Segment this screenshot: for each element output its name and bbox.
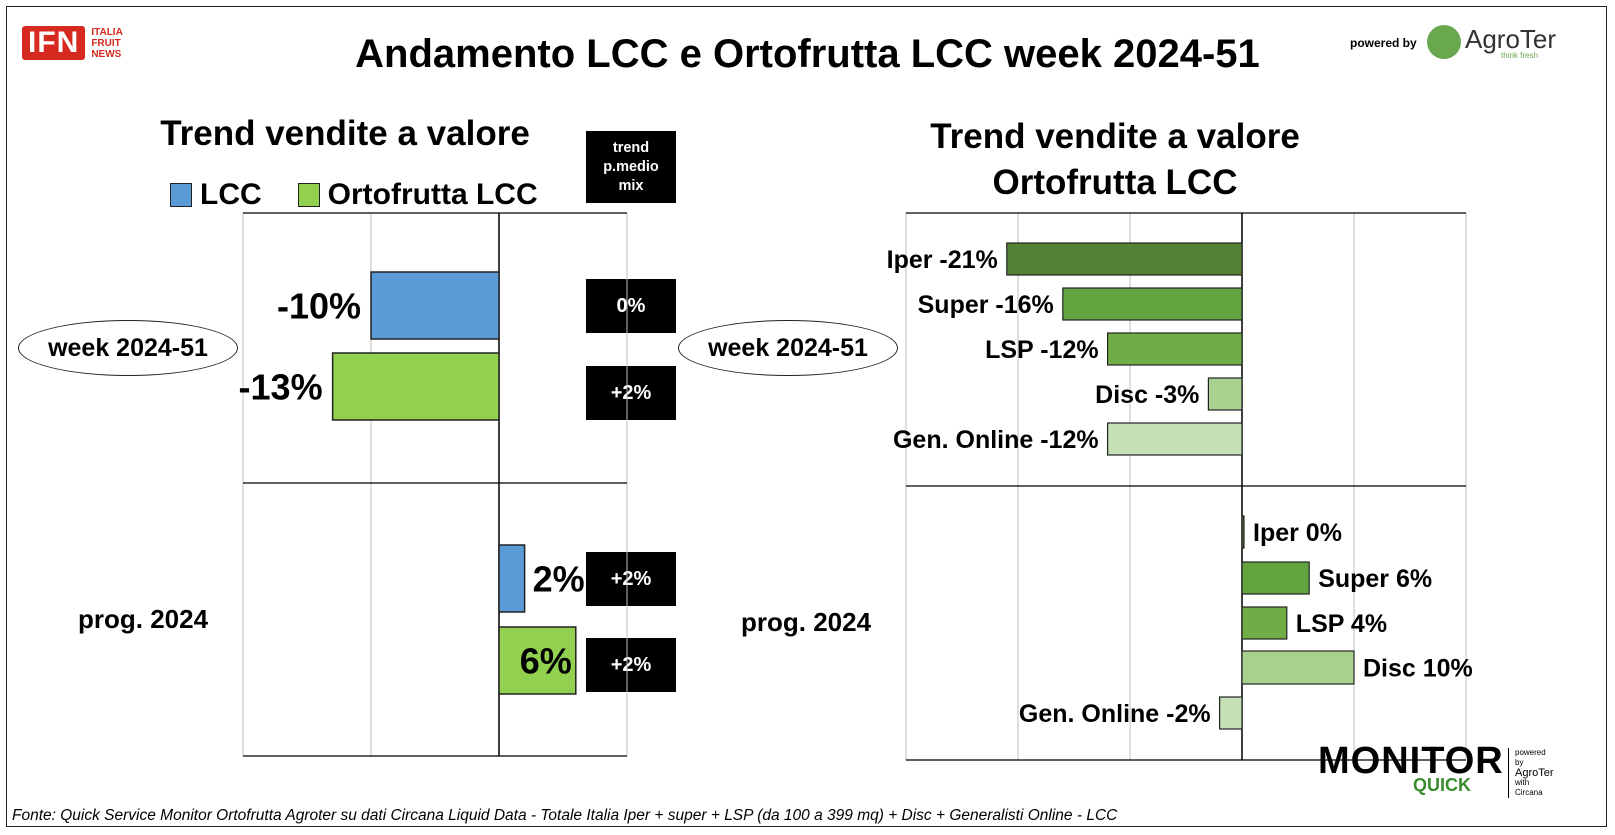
trend-box-week-ortofrutta: +2% [586,366,676,420]
trend-box-prog-lcc: +2% [586,552,676,606]
right-bar-1-4 [1218,696,1243,730]
ifn-logo-text: ITALIA FRUIT NEWS [91,26,123,60]
page-title: Andamento LCC e Ortofrutta LCC week 2024… [355,32,1260,76]
left-bar-label-ortofrutta-0: -13% [239,367,323,408]
left-bar-label-ortofrutta-1: 6% [520,641,572,682]
right-bar-label-1-4: Gen. Online -2% [1019,700,1211,728]
right-bar-label-1-0: Iper 0% [1253,519,1342,547]
tree-icon [1427,25,1461,59]
legend-swatch-ortofrutta [297,183,320,207]
right-bar-label-0-4: Gen. Online -12% [893,426,1099,454]
right-bar-1-1 [1241,561,1310,595]
right-bar-label-1-3: Disc 10% [1363,655,1473,683]
right-bar-label-0-1: Super -16% [918,291,1054,319]
left-bar-label-lcc-1: 2% [533,559,585,600]
left-bar-label-lcc-0: -10% [277,286,361,327]
left-bar-lcc-0 [370,271,500,340]
quick-brand: QUICK [1413,775,1471,795]
left-chart-title: Trend vendite a valore [160,114,530,153]
left-chart-legend: LCC Ortofrutta LCC [170,178,574,212]
left-bar-ortofrutta-0 [331,352,500,421]
agroter-name: AgroTer [1465,24,1557,54]
right-bar-label-0-0: Iper -21% [887,246,998,274]
right-bar-0-4 [1106,422,1243,456]
trend-box-prog-ortofrutta: +2% [586,638,676,692]
source-note: Fonte: Quick Service Monitor Ortofrutta … [12,807,1118,824]
monitor-side-credits: powered by AgroTer with Circana [1508,748,1554,798]
trend-box-week-lcc: 0% [586,279,676,333]
left-category-prog: prog. 2024 [78,604,209,634]
ifn-logo: IFN ITALIA FRUIT NEWS [22,26,123,60]
right-bar-label-0-2: LSP -12% [985,336,1098,364]
right-bar-label-0-3: Disc -3% [1095,381,1199,409]
right-bar-label-1-2: LSP 4% [1296,610,1387,638]
right-bar-1-0 [1241,515,1245,549]
agroter-tagline: think fresh [1501,51,1538,60]
right-bar-0-0 [1006,242,1243,276]
right-bar-label-1-1: Super 6% [1318,565,1432,593]
trend-header-box: trend p.medio mix [586,131,676,203]
legend-swatch-lcc [170,183,192,207]
left-bar-ortofrutta-1 [498,626,577,695]
monitor-quick-logo: MONITOR QUICK powered by AgroTer with Ci… [1318,740,1554,798]
right-bar-0-3 [1207,377,1243,411]
image-frame [6,6,1607,827]
agroter-logo: AgroTer think fresh [1427,24,1556,60]
monitor-brand: MONITOR [1318,740,1504,782]
right-bar-0-2 [1106,332,1243,366]
left-category-week: week 2024-51 [18,320,238,376]
ifn-logo-mark: IFN [22,26,86,60]
right-bar-0-1 [1062,287,1243,321]
right-group-week: week 2024-51 [678,320,898,376]
left-bar-lcc-1 [498,544,526,613]
right-chart-title: Trend vendite a valore Ortofrutta LCC [930,117,1300,202]
right-group-prog: prog. 2024 [741,607,872,637]
legend-item-lcc: LCC [170,178,262,212]
right-bar-1-3 [1241,650,1355,685]
powered-by-label: powered by [1350,36,1417,50]
legend-item-ortofrutta: Ortofrutta LCC [297,178,538,212]
right-bar-1-2 [1241,606,1288,640]
